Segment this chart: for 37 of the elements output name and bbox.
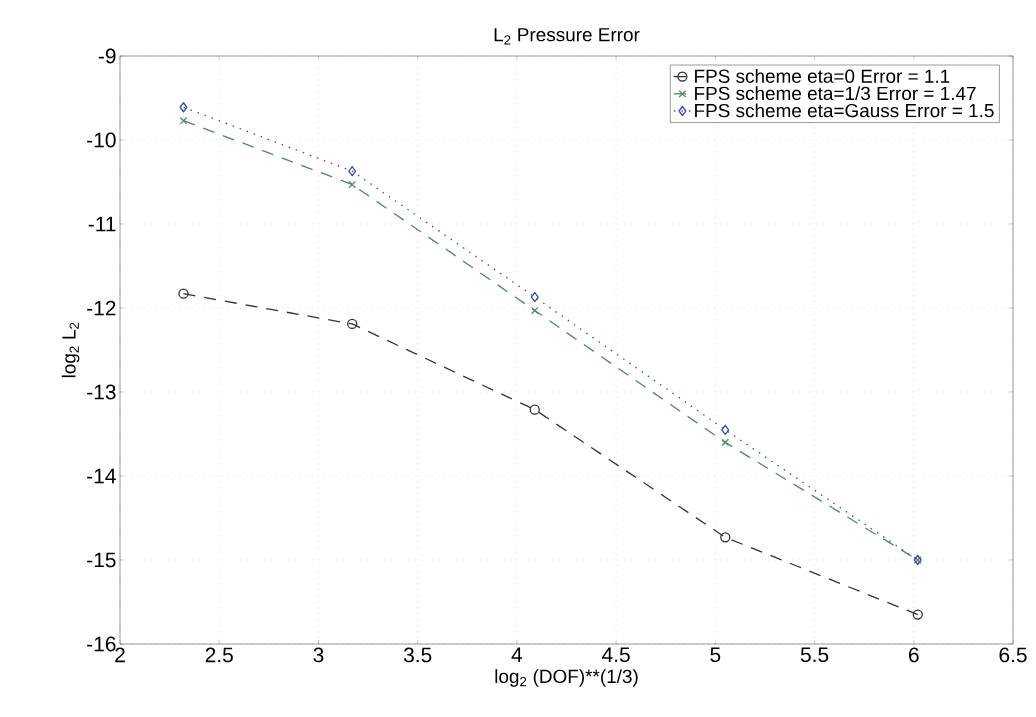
point [178, 288, 189, 299]
y-tick-label: -11 [88, 216, 116, 232]
point [530, 291, 539, 303]
point [530, 306, 539, 315]
point [348, 180, 357, 189]
legend-label: FPS scheme eta=0 Error = 1.1 [695, 69, 950, 83]
point [348, 165, 357, 177]
x-tick-label: 3.5 [403, 647, 432, 663]
point [179, 102, 188, 113]
y-tick-label: -12 [87, 300, 116, 316]
x-tick-label: 2 [115, 647, 125, 663]
x-axis-title: log$_{2}$ (DOF)**(1/3) [495, 669, 638, 687]
legend-label: FPS scheme eta=Gauss Error = 1.5 [695, 103, 994, 118]
point [721, 424, 730, 435]
point [179, 116, 188, 125]
point [912, 609, 923, 620]
x-tick-label: 6.5 [999, 647, 1027, 663]
y-tick-label: -14 [87, 468, 116, 484]
point [721, 438, 730, 447]
x-tick-label: 4 [511, 647, 523, 662]
point [720, 532, 731, 543]
x-tick-label: 3 [313, 647, 324, 663]
point [347, 318, 358, 330]
point [529, 404, 540, 415]
x-tick-label: 5 [710, 647, 721, 663]
x-tick-label: 5.5 [800, 647, 829, 663]
y-tick-label: -9 [98, 48, 116, 64]
y-tick-label: -16 [87, 636, 116, 652]
y-tick-label: -10 [87, 132, 116, 148]
y-tick-label: -15 [87, 552, 116, 568]
x-tick-label: 6 [909, 647, 919, 663]
x-tick-label: 2.5 [205, 647, 233, 663]
y-axis-title: log$_{2}$ L$_{2}$ [61, 322, 80, 378]
chart-title: L$_{2}$ Pressure Error [494, 28, 640, 45]
x-tick-label: 4.5 [602, 647, 630, 663]
legend-label: FPS scheme eta=1/3 Error = 1.47 [695, 86, 976, 101]
y-tick-label: -13 [87, 384, 116, 400]
